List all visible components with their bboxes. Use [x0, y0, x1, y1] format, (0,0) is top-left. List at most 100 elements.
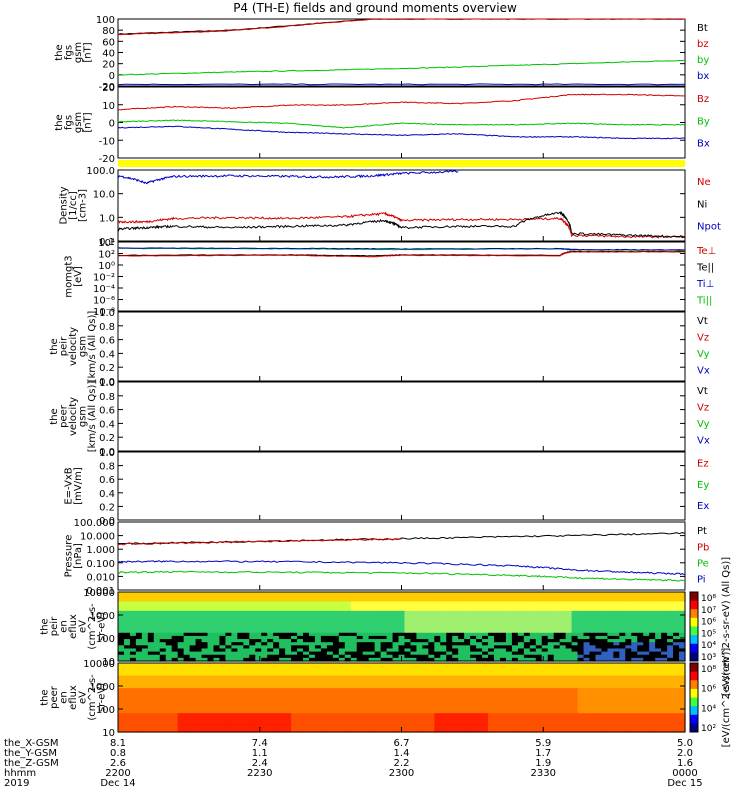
heatmap-cell [291, 642, 298, 646]
heatmap-cell [410, 645, 418, 650]
heatmap-cell [153, 620, 161, 624]
panel-e-field [117, 451, 686, 521]
heatmap-cell [667, 604, 674, 609]
heatmap-cell [476, 632, 483, 637]
heatmap-cell [219, 592, 227, 596]
heatmap-cell [303, 598, 310, 603]
heatmap-cell [338, 604, 346, 609]
heatmap-cell [458, 684, 465, 689]
heatmap-cell [505, 694, 513, 699]
heatmap-cell [619, 691, 626, 695]
heatmap-cell [237, 688, 244, 692]
heatmap-cell [255, 666, 262, 670]
heatmap-cell [613, 700, 620, 705]
heatmap-cell [655, 697, 662, 702]
heatmap-cell [326, 678, 334, 683]
heatmap-cell [440, 601, 447, 606]
heatmap-cell [177, 623, 185, 628]
heatmap-cell [613, 657, 620, 662]
heatmap-cell [219, 675, 227, 680]
heatmap-cell [219, 681, 227, 686]
heatmap-cell [547, 654, 555, 659]
heatmap-cell [679, 722, 686, 727]
heatmap-cell [488, 666, 495, 670]
heatmap-cell [428, 728, 435, 733]
heatmap-cell [607, 623, 614, 628]
heatmap-cell [553, 710, 561, 714]
heatmap-cell [207, 675, 215, 680]
heatmap-cell [118, 642, 125, 646]
heatmap-cell [434, 595, 441, 599]
heatmap-cell [499, 694, 507, 699]
heatmap-cell [601, 681, 609, 686]
x-tick-label: 2.2 [394, 758, 410, 769]
heatmap-cell [189, 648, 197, 653]
heatmap-cell [320, 728, 328, 733]
heatmap-cell [326, 728, 334, 733]
heatmap-cell [416, 694, 423, 699]
heatmap-cell [613, 635, 620, 640]
heatmap-cell [589, 623, 597, 628]
heatmap-cell [631, 688, 638, 692]
heatmap-cell [619, 710, 626, 714]
heatmap-cell [362, 688, 370, 692]
heatmap-cell [249, 725, 256, 730]
heatmap-cell [386, 604, 394, 609]
heatmap-cell [141, 617, 149, 621]
heatmap-cell [332, 675, 340, 680]
heatmap-cell [368, 623, 376, 628]
panel-frame [117, 169, 686, 242]
heatmap-cell [213, 626, 221, 631]
heatmap-cell [607, 678, 614, 683]
heatmap-cell [547, 617, 555, 621]
heatmap-cell [517, 657, 525, 662]
heatmap-cell [171, 703, 179, 708]
heatmap-cell [237, 666, 244, 670]
heatmap-cell [404, 629, 412, 634]
legend-vz: Vz [697, 333, 709, 344]
heatmap-cell [141, 604, 149, 609]
heatmap-cell [410, 642, 418, 646]
heatmap-cell [177, 716, 185, 721]
heatmap-cell [183, 669, 191, 674]
heatmap-cell [195, 684, 203, 689]
heatmap-cell [320, 613, 328, 618]
heatmap-cell [153, 694, 161, 699]
heatmap-cell [153, 713, 161, 717]
heatmap-cell [470, 632, 477, 637]
heatmap-cell [231, 626, 238, 631]
heatmap-cell [428, 669, 435, 674]
heatmap-cell [571, 722, 579, 727]
heatmap-cell [661, 635, 668, 640]
heatmap-cell [374, 728, 382, 733]
heatmap-cell [213, 697, 221, 702]
heatmap-cell [237, 620, 244, 624]
heatmap-cell [279, 663, 286, 667]
heatmap-cell [505, 710, 513, 714]
heatmap-cell [362, 639, 370, 643]
heatmap-cell [314, 710, 322, 714]
heatmap-cell [583, 716, 591, 721]
heatmap-cell [446, 728, 453, 733]
heatmap-cell [344, 607, 352, 612]
heatmap-cell [517, 639, 525, 643]
heatmap-cell [129, 626, 137, 631]
heatmap-cell [279, 703, 286, 708]
colorbar-swatch [690, 663, 698, 673]
heatmap-cell [165, 635, 173, 640]
heatmap-cell [517, 632, 525, 637]
heatmap-cell [482, 669, 489, 674]
heatmap-cell [464, 694, 471, 699]
heatmap-cell [470, 617, 477, 621]
heatmap-cell [285, 604, 292, 609]
heatmap-cell [619, 725, 626, 730]
heatmap-cell [231, 694, 238, 699]
panel-frame [117, 241, 686, 312]
heatmap-cell [535, 703, 543, 708]
heatmap-cell [434, 654, 441, 659]
heatmap-cell [565, 613, 573, 618]
heatmap-cell [565, 703, 573, 708]
heatmap-cell [183, 719, 191, 724]
heatmap-cell [559, 678, 567, 683]
heatmap-cell [147, 595, 155, 599]
